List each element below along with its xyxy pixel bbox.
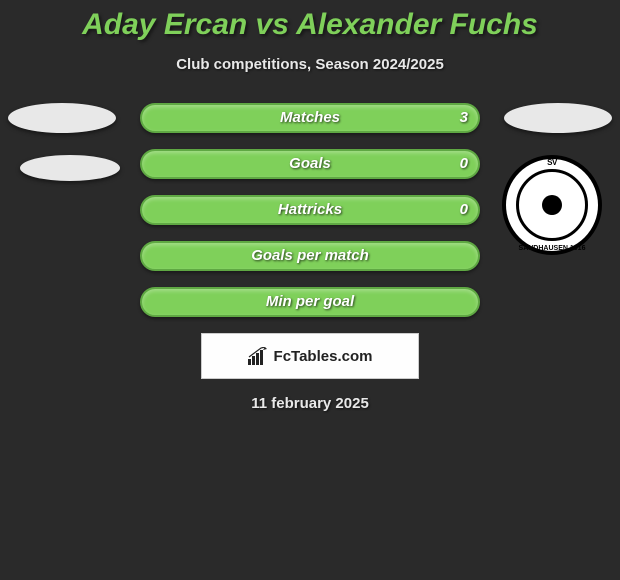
- stat-row: Goals0: [0, 149, 620, 179]
- stat-label: Hattricks: [0, 195, 620, 225]
- stat-value-right: 0: [460, 149, 468, 179]
- stat-value-right: 0: [460, 195, 468, 225]
- stat-row: Goals per match: [0, 241, 620, 271]
- stat-label: Goals: [0, 149, 620, 179]
- stats-area: SV SANDHAUSEN 1916 Matches3Goals0Hattric…: [0, 103, 620, 317]
- subtitle: Club competitions, Season 2024/2025: [0, 56, 620, 73]
- stat-row: Min per goal: [0, 287, 620, 317]
- stat-value-right: 3: [460, 103, 468, 133]
- stat-label: Matches: [0, 103, 620, 133]
- stat-row: Matches3: [0, 103, 620, 133]
- stat-label: Goals per match: [0, 241, 620, 271]
- stat-label: Min per goal: [0, 287, 620, 317]
- bar-chart-icon: [248, 347, 270, 365]
- stat-row: Hattricks0: [0, 195, 620, 225]
- brand-text: FcTables.com: [274, 348, 373, 365]
- fctables-attribution[interactable]: FcTables.com: [201, 333, 419, 379]
- date-text: 11 february 2025: [0, 395, 620, 412]
- page-title: Aday Ercan vs Alexander Fuchs: [0, 8, 620, 42]
- header: Aday Ercan vs Alexander Fuchs Club compe…: [0, 0, 620, 73]
